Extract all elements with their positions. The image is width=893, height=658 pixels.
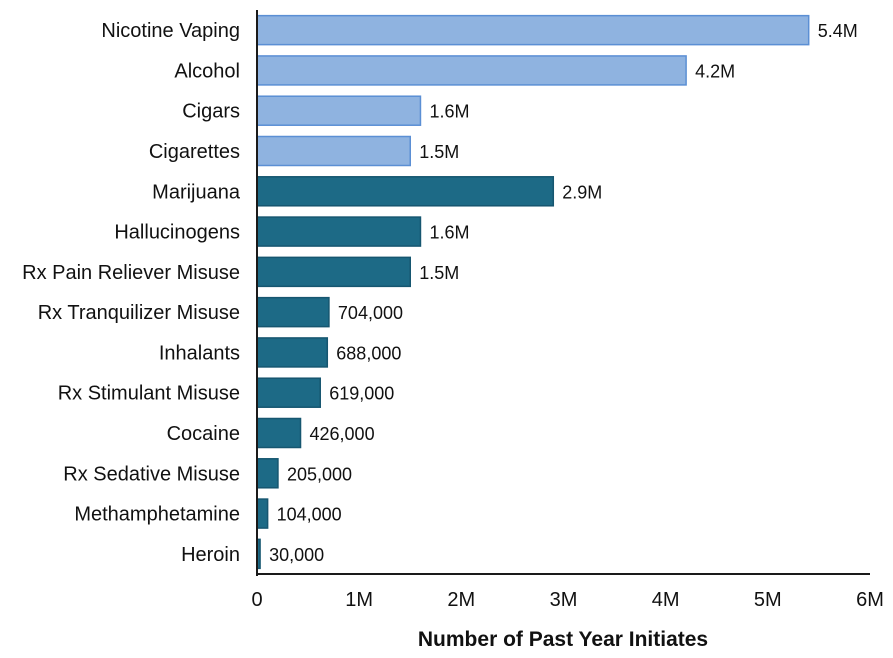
- bar-10: [256, 417, 302, 449]
- category-label: Rx Tranquilizer Misuse: [38, 302, 240, 324]
- category-label: Marijuana: [152, 181, 241, 203]
- bar-2: [256, 95, 422, 126]
- value-label: 4.2M: [695, 61, 735, 81]
- value-label: 104,000: [277, 505, 342, 525]
- category-label: Methamphetamine: [74, 504, 240, 526]
- bars-layer: [256, 14, 810, 570]
- x-tick-label: 0: [251, 589, 262, 611]
- x-tick-label: 4M: [652, 589, 680, 611]
- value-label: 1.6M: [429, 102, 469, 122]
- value-label: 688,000: [336, 343, 401, 363]
- bar-1: [256, 55, 687, 86]
- x-tick-label: 1M: [345, 589, 373, 611]
- bar-11: [256, 458, 279, 489]
- value-label: 704,000: [338, 303, 403, 323]
- category-label: Rx Pain Reliever Misuse: [22, 262, 240, 284]
- x-axis: 0 1M 2M 3M 4M 5M 6M: [251, 10, 884, 611]
- value-label: 619,000: [329, 384, 394, 404]
- bar-9: [256, 377, 321, 408]
- category-label: Inhalants: [159, 342, 240, 364]
- value-label: 205,000: [287, 464, 352, 484]
- bar-7: [256, 296, 330, 328]
- x-tick-label: 3M: [550, 589, 578, 611]
- category-labels: Nicotine Vaping Alcohol Cigars Cigarettes Ma…: [22, 20, 241, 566]
- bar-0: [256, 14, 810, 46]
- value-label: 5.4M: [818, 21, 858, 41]
- value-label: 1.5M: [419, 263, 459, 283]
- bar-12: [256, 498, 269, 529]
- x-tick-label: 2M: [447, 589, 475, 611]
- bar-6: [256, 256, 411, 288]
- value-label: 2.9M: [562, 182, 602, 202]
- category-label: Heroin: [181, 544, 240, 566]
- value-label: 1.6M: [429, 223, 469, 243]
- x-tick-label: 6M: [856, 589, 884, 611]
- category-label: Alcohol: [174, 60, 240, 82]
- value-labels: 5.4M 4.2M 1.6M 1.5M 2.9M 1.6M 1.5M 704,000 688,0…: [269, 21, 858, 565]
- value-label: 1.5M: [419, 142, 459, 162]
- bar-4: [256, 176, 555, 207]
- bar-3: [256, 135, 411, 167]
- category-label: Rx Sedative Misuse: [63, 463, 240, 485]
- category-label: Cigars: [182, 101, 240, 123]
- category-label: Nicotine Vaping: [101, 20, 240, 42]
- category-label: Cocaine: [167, 423, 240, 445]
- category-label: Hallucinogens: [114, 222, 240, 244]
- x-tick-label: 5M: [754, 589, 782, 611]
- category-label: Rx Stimulant Misuse: [58, 383, 240, 405]
- value-label: 30,000: [269, 545, 324, 565]
- category-label: Cigarettes: [149, 141, 240, 163]
- bar-5: [256, 216, 422, 247]
- x-axis-title: Number of Past Year Initiates: [418, 628, 708, 651]
- value-label: 426,000: [310, 424, 375, 444]
- bar-8: [256, 337, 329, 368]
